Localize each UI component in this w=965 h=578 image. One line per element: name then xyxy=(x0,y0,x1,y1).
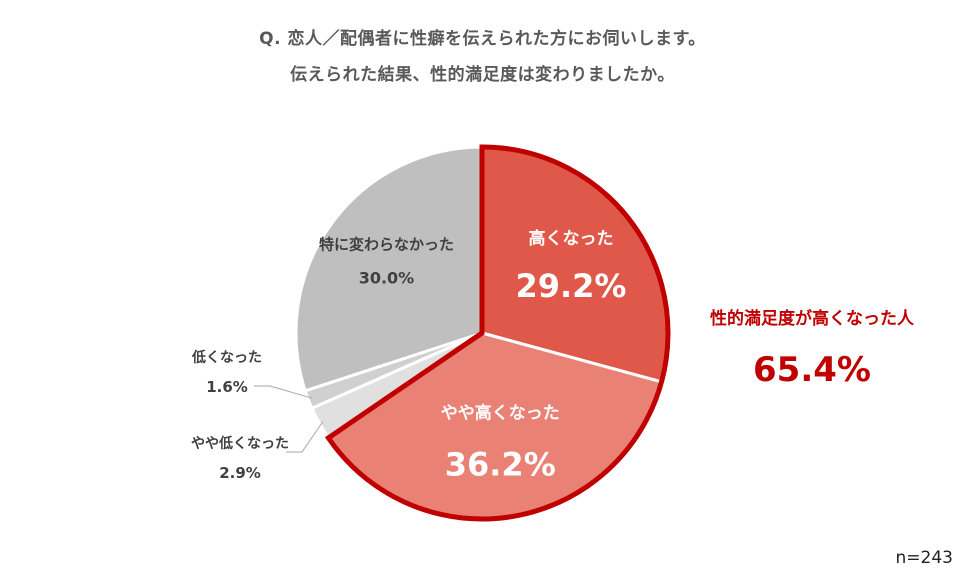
slice-label: やや高くなった xyxy=(441,402,560,423)
leader-line xyxy=(286,421,324,453)
slice-value-label: 30.0% xyxy=(359,268,415,287)
slice-value-label: 2.9% xyxy=(219,464,261,482)
leader-line xyxy=(254,385,313,399)
callout-value: 65.4% xyxy=(753,350,871,390)
slice-label: 低くなった xyxy=(191,349,262,366)
slice-label: 高くなった xyxy=(528,228,613,249)
chart-title-line2: 伝えられた結果、性的満足度は変わりましたか。 xyxy=(290,65,675,85)
slice-value-label: 36.2% xyxy=(445,446,556,484)
slice-label: やや低くなった xyxy=(191,435,289,452)
slice-label: 特に変わらなかった xyxy=(319,236,454,254)
increased-group-outline xyxy=(324,144,671,522)
slice-value-label: 29.2% xyxy=(515,267,626,305)
sample-size-label: n=243 xyxy=(895,548,953,568)
callout-label: 性的満足度が高くなった人 xyxy=(710,308,915,329)
chart-title-line1: Q. 恋人／配偶者に性癖を伝えられた方にお伺いします。 xyxy=(259,29,706,49)
slice-no-change xyxy=(294,145,484,393)
slice-value-label: 1.6% xyxy=(206,378,248,396)
